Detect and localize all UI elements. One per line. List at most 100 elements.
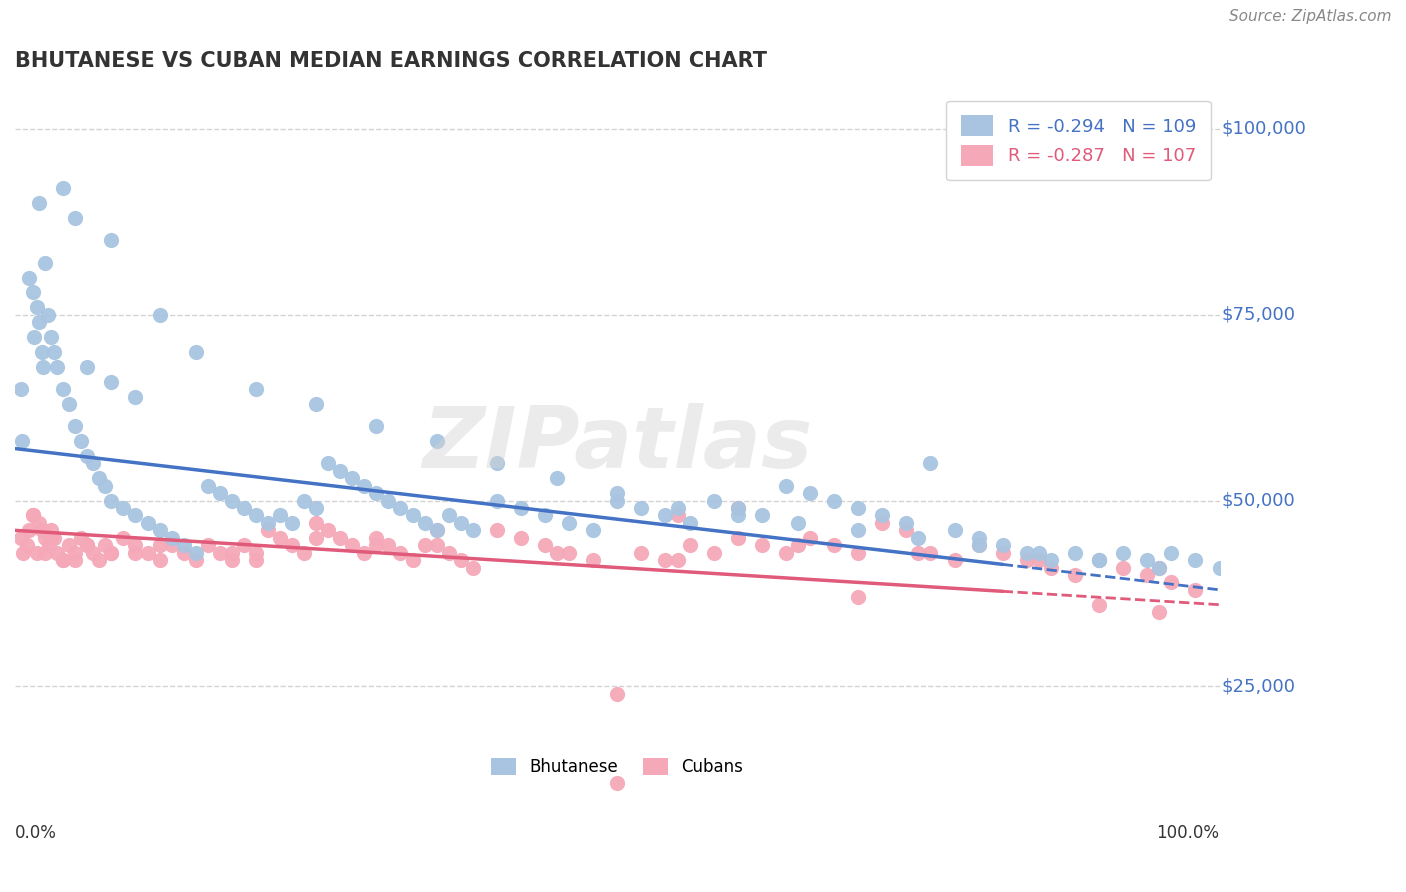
- Point: [450, 553, 472, 567]
- Point: [727, 508, 749, 523]
- Point: [22, 508, 45, 523]
- Point: [799, 486, 821, 500]
- Point: [89, 553, 111, 567]
- Point: [1112, 546, 1135, 560]
- Point: [727, 501, 749, 516]
- Point: [558, 546, 581, 560]
- Point: [437, 508, 460, 523]
- Point: [148, 308, 170, 322]
- Point: [366, 419, 388, 434]
- Point: [1160, 575, 1182, 590]
- Point: [872, 516, 894, 530]
- Point: [967, 538, 990, 552]
- Text: BHUTANESE VS CUBAN MEDIAN EARNINGS CORRELATION CHART: BHUTANESE VS CUBAN MEDIAN EARNINGS CORRE…: [15, 51, 768, 70]
- Point: [666, 553, 689, 567]
- Point: [70, 434, 93, 449]
- Point: [872, 508, 894, 523]
- Point: [606, 486, 628, 500]
- Point: [124, 546, 146, 560]
- Point: [76, 359, 98, 374]
- Text: $100,000: $100,000: [1222, 120, 1306, 138]
- Point: [546, 546, 568, 560]
- Point: [76, 538, 98, 552]
- Point: [846, 546, 869, 560]
- Point: [76, 449, 98, 463]
- Point: [1149, 560, 1171, 574]
- Point: [305, 397, 328, 411]
- Point: [727, 531, 749, 545]
- Point: [269, 531, 291, 545]
- Point: [896, 524, 918, 538]
- Point: [426, 538, 449, 552]
- Point: [10, 382, 32, 396]
- Point: [461, 524, 484, 538]
- Point: [245, 382, 267, 396]
- Point: [485, 524, 508, 538]
- Point: [366, 538, 388, 552]
- Point: [775, 546, 797, 560]
- Point: [1064, 546, 1087, 560]
- Point: [305, 516, 328, 530]
- Point: [967, 531, 990, 545]
- Point: [10, 531, 32, 545]
- Point: [292, 493, 315, 508]
- Point: [703, 546, 725, 560]
- Point: [46, 359, 69, 374]
- Text: $50,000: $50,000: [1222, 491, 1296, 509]
- Point: [426, 524, 449, 538]
- Point: [124, 538, 146, 552]
- Point: [727, 501, 749, 516]
- Point: [787, 516, 810, 530]
- Point: [34, 546, 56, 560]
- Point: [37, 308, 59, 322]
- Point: [799, 531, 821, 545]
- Point: [1184, 553, 1206, 567]
- Point: [1136, 568, 1159, 582]
- Point: [426, 524, 449, 538]
- Point: [173, 546, 195, 560]
- Point: [38, 538, 60, 552]
- Point: [292, 546, 315, 560]
- Point: [18, 524, 41, 538]
- Point: [31, 524, 53, 538]
- Point: [920, 457, 942, 471]
- Point: [221, 553, 243, 567]
- Point: [124, 390, 146, 404]
- Point: [15, 538, 38, 552]
- Point: [401, 508, 423, 523]
- Point: [136, 516, 159, 530]
- Point: [1015, 553, 1038, 567]
- Point: [943, 553, 966, 567]
- Point: [413, 538, 436, 552]
- Point: [654, 508, 676, 523]
- Point: [630, 501, 652, 516]
- Point: [34, 255, 56, 269]
- Point: [173, 538, 195, 552]
- Point: [94, 538, 117, 552]
- Point: [11, 434, 34, 449]
- Point: [34, 531, 56, 545]
- Text: ZIPatlas: ZIPatlas: [422, 403, 813, 486]
- Point: [281, 538, 304, 552]
- Point: [22, 330, 45, 344]
- Point: [582, 553, 605, 567]
- Point: [606, 493, 628, 508]
- Point: [184, 553, 207, 567]
- Point: [703, 493, 725, 508]
- Point: [221, 546, 243, 560]
- Point: [305, 501, 328, 516]
- Point: [197, 538, 219, 552]
- Point: [28, 315, 51, 329]
- Point: [426, 434, 449, 449]
- Point: [907, 546, 929, 560]
- Point: [823, 493, 845, 508]
- Point: [245, 553, 267, 567]
- Point: [316, 524, 339, 538]
- Point: [52, 553, 75, 567]
- Point: [148, 553, 170, 567]
- Point: [485, 493, 508, 508]
- Text: 0.0%: 0.0%: [15, 824, 56, 842]
- Point: [76, 538, 98, 552]
- Point: [221, 493, 243, 508]
- Point: [991, 538, 1014, 552]
